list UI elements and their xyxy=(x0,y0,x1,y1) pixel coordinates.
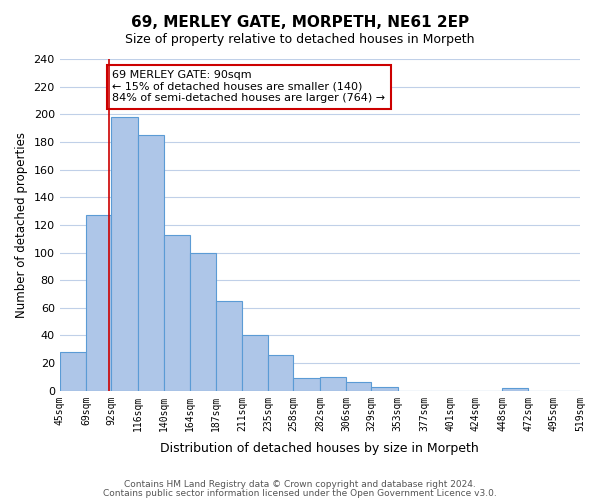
Bar xyxy=(164,234,190,391)
Bar xyxy=(137,135,164,391)
Bar xyxy=(293,378,320,391)
Text: Contains HM Land Registry data © Crown copyright and database right 2024.: Contains HM Land Registry data © Crown c… xyxy=(124,480,476,489)
Text: 69 MERLEY GATE: 90sqm
← 15% of detached houses are smaller (140)
84% of semi-det: 69 MERLEY GATE: 90sqm ← 15% of detached … xyxy=(112,70,385,103)
X-axis label: Distribution of detached houses by size in Morpeth: Distribution of detached houses by size … xyxy=(160,442,479,455)
Text: Contains public sector information licensed under the Open Government Licence v3: Contains public sector information licen… xyxy=(103,488,497,498)
Bar xyxy=(111,117,137,391)
Bar xyxy=(320,377,346,391)
Bar xyxy=(215,301,242,391)
Bar xyxy=(268,355,293,391)
Bar xyxy=(371,386,398,391)
Bar xyxy=(59,352,86,391)
Bar xyxy=(190,252,215,391)
Text: 69, MERLEY GATE, MORPETH, NE61 2EP: 69, MERLEY GATE, MORPETH, NE61 2EP xyxy=(131,15,469,30)
Text: Size of property relative to detached houses in Morpeth: Size of property relative to detached ho… xyxy=(125,32,475,46)
Bar xyxy=(502,388,529,391)
Bar xyxy=(86,215,111,391)
Bar xyxy=(242,336,268,391)
Bar xyxy=(346,382,371,391)
Y-axis label: Number of detached properties: Number of detached properties xyxy=(15,132,28,318)
